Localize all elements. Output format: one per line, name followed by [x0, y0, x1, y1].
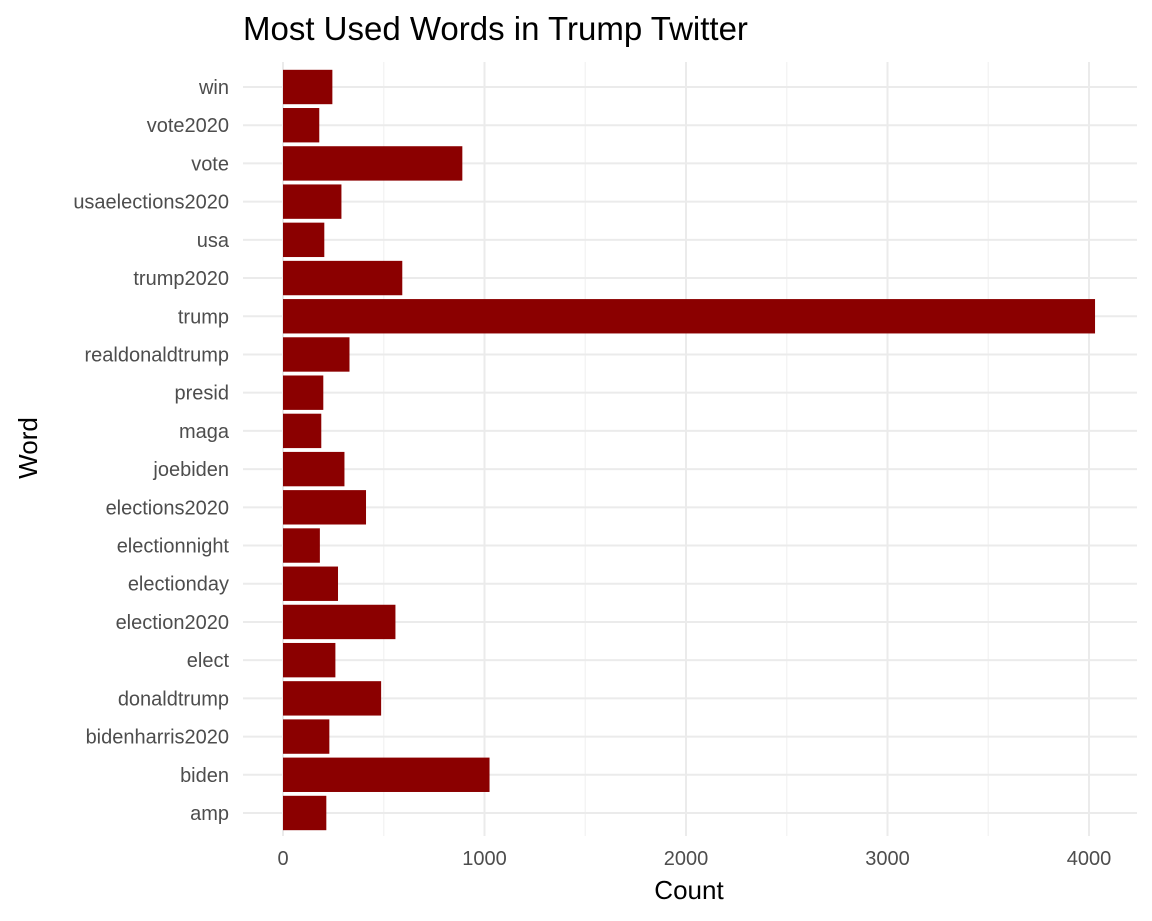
bar-biden: [283, 757, 490, 792]
bar-elect: [283, 642, 336, 678]
bar-win: [283, 69, 333, 105]
bar-presid: [283, 375, 324, 410]
bar-electionnight: [283, 528, 320, 563]
y-axis-title: Word: [13, 417, 43, 479]
bar-vote: [283, 146, 463, 181]
y-tick-label: bidenharris2020: [86, 727, 229, 749]
bar-trump2020: [283, 260, 403, 296]
bar-usaelections2020: [283, 184, 342, 219]
y-tick-label: win: [198, 77, 229, 99]
y-tick-label: elect: [187, 650, 230, 672]
y-tick-label: elections2020: [106, 497, 229, 519]
chart-title: Most Used Words in Trump Twitter: [243, 10, 748, 47]
x-tick-label: 0: [277, 848, 288, 870]
bar-donaldtrump: [283, 681, 382, 716]
y-tick-label: electionnight: [117, 536, 230, 558]
y-tick-label: amp: [190, 803, 229, 825]
y-tick-label: joebiden: [152, 459, 229, 481]
y-tick-label: usaelections2020: [73, 192, 229, 214]
y-tick-label: trump: [178, 306, 229, 328]
bar-realdonaldtrump: [283, 337, 350, 372]
x-tick-label: 4000: [1067, 848, 1112, 870]
y-tick-label: trump2020: [133, 268, 229, 290]
x-axis-tick-labels: 0 1000 2000 3000 4000: [277, 848, 1111, 870]
x-axis-title: Count: [654, 875, 724, 905]
x-tick-label: 3000: [865, 848, 910, 870]
y-axis-tick-labels: amp biden bidenharris2020 donaldtrump elect e…: [73, 77, 230, 825]
bar-elections2020: [283, 490, 367, 525]
y-tick-label: biden: [180, 765, 229, 787]
y-tick-label: electionday: [128, 574, 229, 596]
bar-maga: [283, 413, 322, 449]
bar-amp: [283, 795, 327, 831]
y-tick-label: vote2020: [147, 115, 229, 137]
y-tick-label: vote: [191, 153, 229, 175]
y-tick-label: usa: [197, 230, 230, 252]
y-tick-label: realdonaldtrump: [84, 344, 229, 366]
y-tick-label: presid: [175, 383, 229, 405]
bar-trump: [283, 299, 1096, 334]
bar-electionday: [283, 566, 339, 601]
bar-usa: [283, 222, 325, 258]
y-tick-label: donaldtrump: [118, 688, 229, 710]
bars: [283, 69, 1096, 831]
bar-election2020: [283, 604, 396, 640]
x-tick-label: 1000: [462, 848, 507, 870]
y-tick-label: maga: [179, 421, 230, 443]
bar-bidenharris2020: [283, 719, 330, 754]
bar-joebiden: [283, 451, 345, 487]
bar-vote2020: [283, 108, 320, 143]
y-tick-label: election2020: [116, 612, 229, 634]
x-tick-label: 2000: [664, 848, 709, 870]
